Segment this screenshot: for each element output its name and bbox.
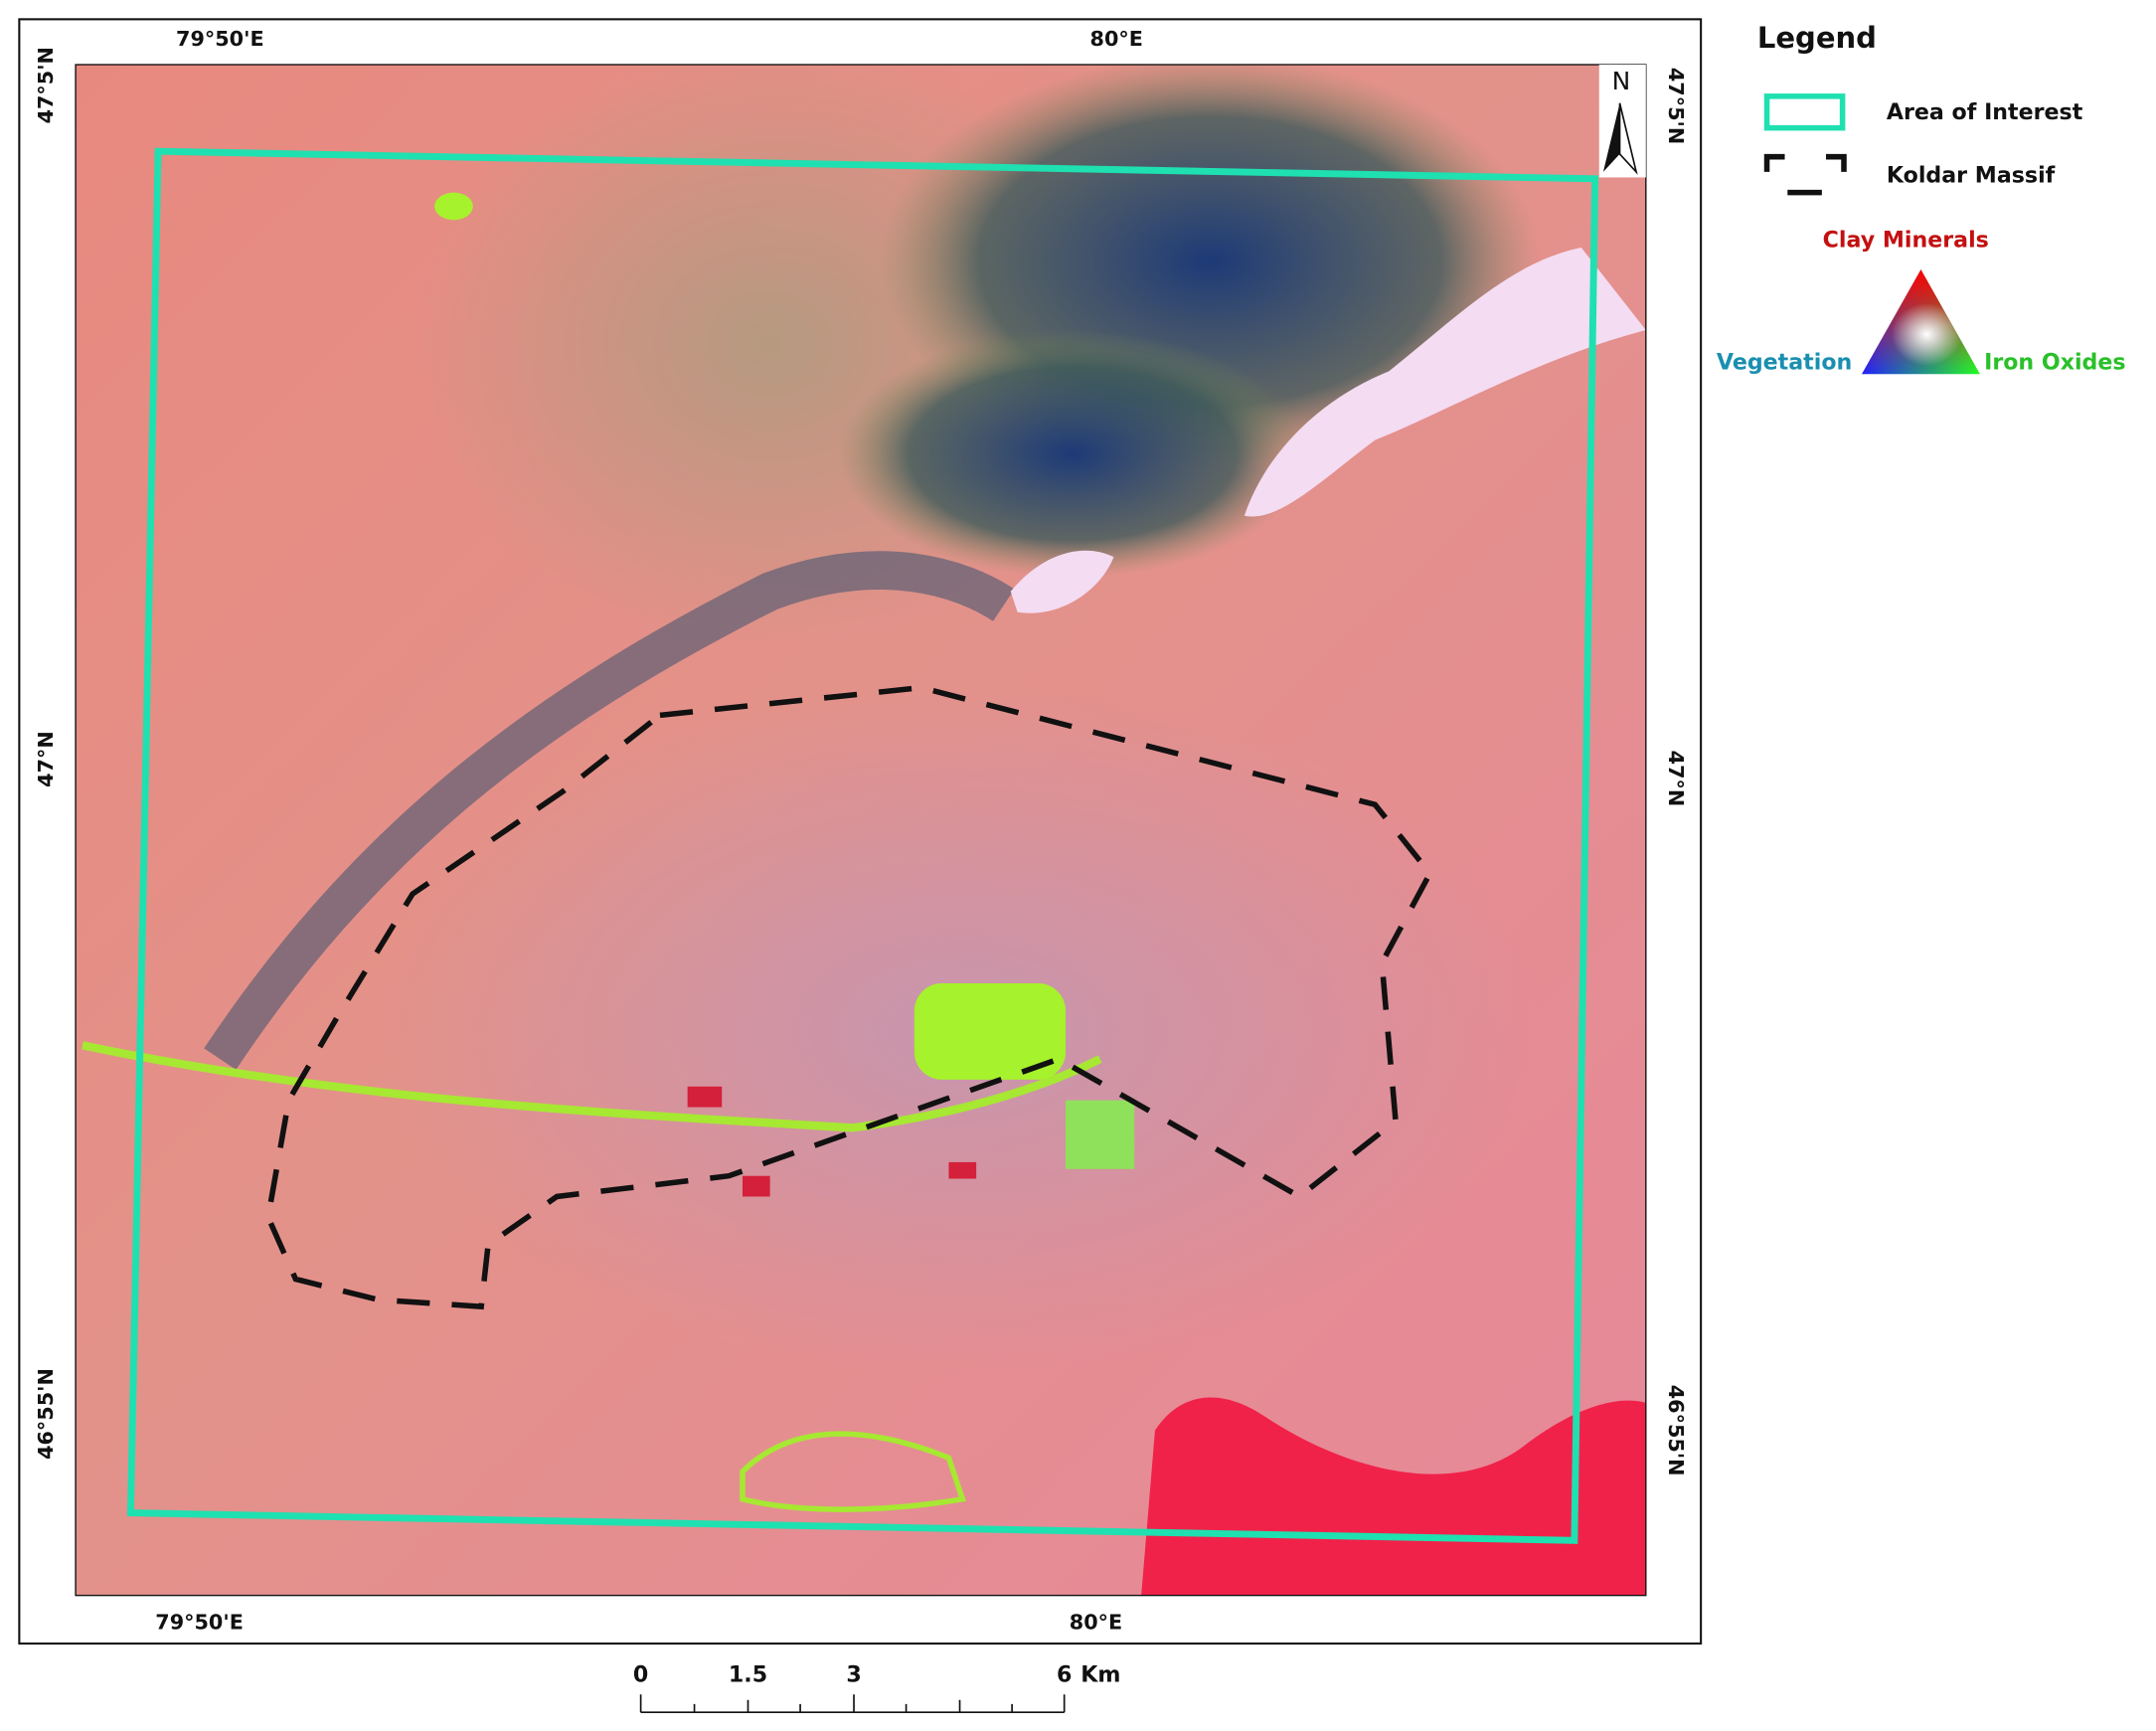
scale-bar: 0 1.5 3 6 Km	[633, 1661, 1120, 1714]
longitude-label: 79°50'E	[176, 27, 264, 51]
bright-patch	[434, 192, 473, 221]
ternary-left-label: Vegetation	[1717, 350, 1852, 376]
road	[82, 1041, 1102, 1132]
clay-patch	[948, 1161, 977, 1179]
map-layout: N 79°50'E 80°E 79°50'E 80°E 47°5'N 47°N …	[18, 18, 2126, 1714]
longitude-label: 79°50'E	[155, 1610, 244, 1634]
clay-patch	[742, 1175, 770, 1197]
image-border	[75, 64, 1647, 1597]
area-of-interest	[126, 147, 1599, 1544]
satellite-image	[76, 65, 1646, 1596]
legend: Legend Area of Interest Koldar Massif Cl…	[1717, 21, 2126, 376]
scale-unit: Km	[1080, 1661, 1120, 1687]
legend-aoi-swatch	[1763, 93, 1846, 131]
legend-massif-swatch	[1763, 153, 1847, 196]
lake	[1244, 247, 1646, 517]
legend-item: Koldar Massif	[1887, 163, 2056, 189]
legend-title: Legend	[1757, 21, 1877, 55]
river-channel	[204, 551, 1015, 1070]
clay-patch	[687, 1086, 723, 1108]
north-arrow-right	[1618, 102, 1638, 175]
track	[740, 1431, 966, 1512]
scale-label: 6	[1057, 1661, 1072, 1687]
ternary-right-label: Iron Oxides	[1984, 350, 2125, 376]
scale-label: 1.5	[729, 1661, 767, 1687]
mine-site	[913, 983, 1067, 1080]
red-salt-flat	[1141, 1397, 1646, 1596]
latitude-label: 46°55'N	[1664, 1385, 1688, 1476]
latitude-label: 46°55'N	[34, 1368, 58, 1460]
scale-bar-line	[639, 1694, 1066, 1714]
north-label: N	[1612, 67, 1631, 95]
koldar-massif-outline	[264, 684, 1433, 1310]
legend-item: Area of Interest	[1887, 99, 2083, 125]
longitude-label: 80°E	[1070, 1610, 1122, 1634]
latitude-label: 47°N	[1664, 751, 1688, 807]
lake	[1010, 550, 1114, 613]
latitude-label: 47°N	[34, 731, 58, 787]
scale-label: 0	[633, 1661, 648, 1687]
north-arrow: N	[1598, 65, 1646, 178]
ternary-center	[1861, 269, 1980, 375]
north-arrow-left	[1602, 102, 1620, 172]
mine-site	[1066, 1100, 1135, 1169]
ternary-top-label: Clay Minerals	[1823, 228, 1989, 254]
scale-label: 3	[846, 1661, 861, 1687]
longitude-label: 80°E	[1090, 27, 1143, 51]
latitude-label: 47°5'N	[34, 47, 58, 123]
latitude-label: 47°5'N	[1664, 68, 1688, 144]
wetland	[838, 329, 1307, 578]
